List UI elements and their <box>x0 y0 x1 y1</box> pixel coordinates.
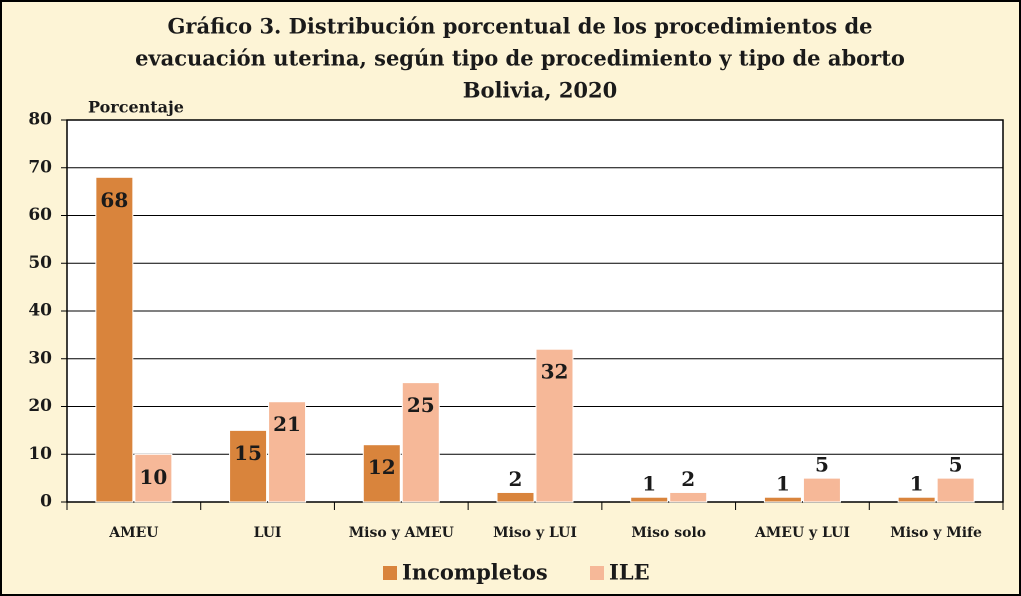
bar <box>95 176 134 503</box>
data-label: 1 <box>642 472 656 496</box>
chart-title: Bolivia, 2020 <box>463 78 618 103</box>
y-tick-label: 30 <box>28 348 52 368</box>
data-label: 2 <box>681 467 695 491</box>
bar <box>669 491 708 503</box>
y-tick-label: 20 <box>28 396 52 416</box>
bar <box>897 496 936 503</box>
data-label: 1 <box>910 472 924 496</box>
chart-title: Gráfico 3. Distribución porcentual de lo… <box>167 14 872 39</box>
y-tick-label: 40 <box>28 301 52 321</box>
data-label: 5 <box>949 453 963 477</box>
bar <box>229 429 268 503</box>
bar <box>763 496 802 503</box>
data-label: 21 <box>273 412 301 436</box>
y-tick-label: 0 <box>40 492 52 512</box>
y-axis-label: Porcentaje <box>88 98 184 117</box>
x-tick-label: Miso y Mife <box>890 525 982 541</box>
bar <box>401 382 440 503</box>
data-label: 1 <box>776 472 790 496</box>
data-label: 10 <box>139 465 167 489</box>
bar <box>268 401 307 503</box>
data-label: 32 <box>541 360 569 384</box>
bar <box>496 491 535 503</box>
data-label: 12 <box>368 455 396 479</box>
legend-label: Incompletos <box>402 560 548 585</box>
x-tick-label: Miso y AMEU <box>349 525 454 541</box>
bar <box>362 444 401 503</box>
chart-title: evacuación uterina, según tipo de proced… <box>135 46 905 71</box>
y-tick-label: 70 <box>28 157 52 177</box>
y-tick-label: 60 <box>28 205 52 225</box>
data-label: 25 <box>407 393 435 417</box>
bar <box>802 477 841 503</box>
data-label: 5 <box>815 453 829 477</box>
x-tick-label: Miso solo <box>631 525 706 541</box>
legend-swatch <box>590 566 604 580</box>
y-tick-label: 10 <box>28 444 52 464</box>
data-label: 15 <box>234 441 262 465</box>
bar <box>936 477 975 503</box>
x-tick-label: AMEU y LUI <box>754 525 850 541</box>
y-tick-label: 80 <box>28 110 52 130</box>
bar <box>134 453 173 503</box>
data-label: 68 <box>100 188 128 212</box>
data-label: 2 <box>509 467 523 491</box>
x-tick-label: Miso y LUI <box>493 525 577 541</box>
legend-label: ILE <box>609 560 650 585</box>
x-tick-label: AMEU <box>108 525 158 541</box>
bar <box>630 496 669 503</box>
y-tick-label: 50 <box>28 253 52 273</box>
x-tick-label: LUI <box>254 525 282 541</box>
bar <box>535 348 574 503</box>
legend-swatch <box>383 566 397 580</box>
